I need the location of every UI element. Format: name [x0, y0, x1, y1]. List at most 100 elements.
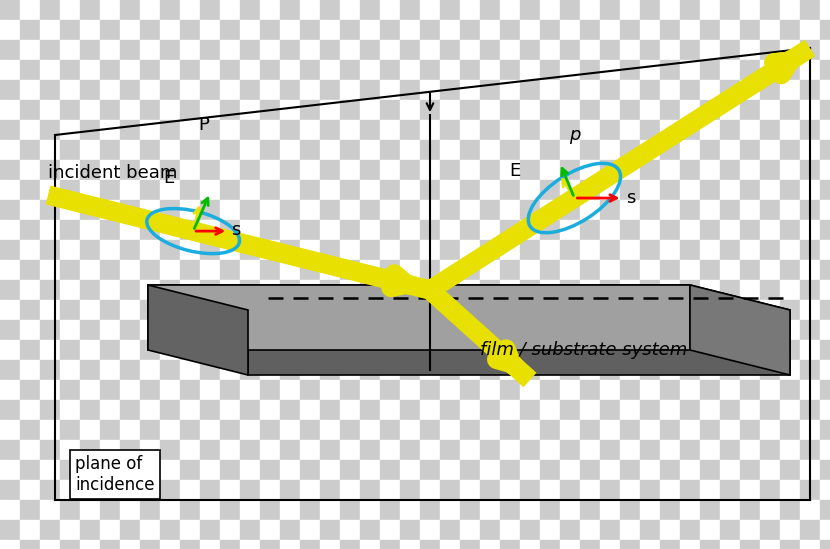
Bar: [320, 60, 340, 80]
Bar: [480, 0, 500, 20]
Bar: [500, 0, 520, 20]
Bar: [500, 220, 520, 240]
Bar: [760, 260, 780, 280]
Bar: [680, 540, 700, 549]
Bar: [520, 160, 540, 180]
Bar: [180, 100, 200, 120]
Bar: [800, 300, 820, 320]
Bar: [80, 280, 100, 300]
Bar: [300, 360, 320, 380]
Bar: [320, 420, 340, 440]
Bar: [820, 40, 830, 60]
Bar: [340, 440, 360, 460]
Bar: [280, 240, 300, 260]
Bar: [780, 60, 800, 80]
Bar: [540, 220, 560, 240]
Bar: [340, 500, 360, 520]
Bar: [680, 260, 700, 280]
Bar: [260, 400, 280, 420]
Bar: [460, 20, 480, 40]
Bar: [760, 80, 780, 100]
Bar: [20, 320, 40, 340]
Bar: [500, 340, 520, 360]
Bar: [40, 300, 60, 320]
Bar: [600, 220, 620, 240]
Bar: [800, 140, 820, 160]
Bar: [600, 280, 620, 300]
Bar: [180, 240, 200, 260]
Bar: [80, 500, 100, 520]
Bar: [500, 200, 520, 220]
Bar: [480, 240, 500, 260]
Bar: [460, 380, 480, 400]
Bar: [660, 540, 680, 549]
Bar: [360, 220, 380, 240]
Bar: [360, 240, 380, 260]
Bar: [400, 120, 420, 140]
Bar: [580, 420, 600, 440]
Bar: [720, 120, 740, 140]
Bar: [440, 300, 460, 320]
Bar: [280, 200, 300, 220]
Bar: [300, 320, 320, 340]
Bar: [200, 220, 220, 240]
Bar: [360, 200, 380, 220]
Bar: [560, 480, 580, 500]
Bar: [580, 480, 600, 500]
Bar: [400, 280, 420, 300]
Bar: [620, 40, 640, 60]
Bar: [240, 540, 260, 549]
Bar: [80, 20, 100, 40]
Bar: [120, 500, 140, 520]
Bar: [700, 0, 720, 20]
Bar: [440, 160, 460, 180]
Bar: [280, 60, 300, 80]
Bar: [220, 380, 240, 400]
Bar: [80, 300, 100, 320]
Bar: [100, 220, 120, 240]
Bar: [500, 300, 520, 320]
Bar: [380, 420, 400, 440]
Bar: [720, 20, 740, 40]
Bar: [320, 0, 340, 20]
Bar: [80, 360, 100, 380]
Bar: [620, 320, 640, 340]
Bar: [660, 420, 680, 440]
Bar: [500, 480, 520, 500]
Bar: [580, 280, 600, 300]
Bar: [60, 20, 80, 40]
Bar: [140, 280, 160, 300]
Bar: [640, 320, 660, 340]
Bar: [540, 160, 560, 180]
Bar: [560, 340, 580, 360]
Bar: [240, 500, 260, 520]
Bar: [340, 300, 360, 320]
Bar: [320, 160, 340, 180]
Bar: [460, 440, 480, 460]
Bar: [220, 460, 240, 480]
Bar: [620, 520, 640, 540]
Bar: [560, 160, 580, 180]
Bar: [220, 120, 240, 140]
Bar: [440, 100, 460, 120]
Bar: [140, 200, 160, 220]
Bar: [420, 180, 440, 200]
Bar: [280, 420, 300, 440]
Bar: [600, 360, 620, 380]
Bar: [260, 80, 280, 100]
Bar: [720, 140, 740, 160]
Bar: [660, 160, 680, 180]
Bar: [440, 360, 460, 380]
Bar: [180, 340, 200, 360]
Bar: [820, 220, 830, 240]
Bar: [780, 540, 800, 549]
Bar: [820, 320, 830, 340]
Bar: [760, 340, 780, 360]
Bar: [200, 180, 220, 200]
Bar: [620, 280, 640, 300]
Bar: [40, 200, 60, 220]
Bar: [280, 220, 300, 240]
Bar: [280, 500, 300, 520]
Bar: [0, 480, 20, 500]
Bar: [640, 380, 660, 400]
